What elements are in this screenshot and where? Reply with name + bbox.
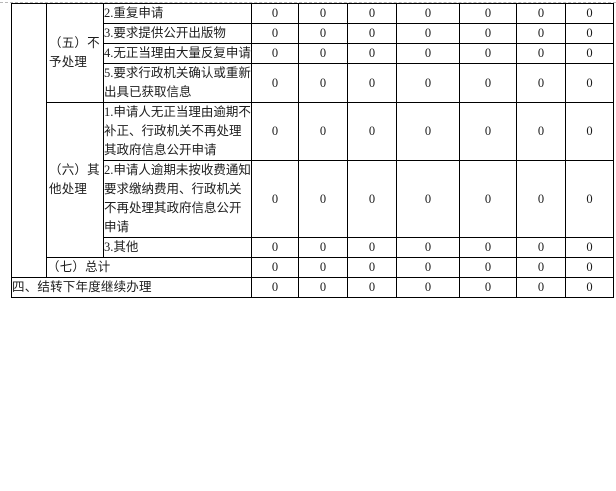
cell-value: 0 <box>251 160 299 238</box>
cell-value: 0 <box>565 277 614 298</box>
cell-value: 0 <box>516 160 566 238</box>
cell-value: 0 <box>565 3 614 24</box>
cell-value: 0 <box>516 3 566 24</box>
outer-spacer-cell <box>11 3 47 278</box>
cell-value: 0 <box>251 63 299 103</box>
cell-value: 0 <box>396 237 460 258</box>
item-label: 5.要求行政机关确认或重新出具已获取信息 <box>103 63 252 103</box>
table-row-section: 四、结转下年度继续办理 0 0 0 0 0 0 0 <box>11 277 614 298</box>
table-row: （六）其他处理 1.申请人无正当理由逾期不补正、行政机关不再处理其政府信息公开申… <box>12 102 614 258</box>
cell-value: 0 <box>459 160 517 238</box>
cell-value: 0 <box>459 277 517 298</box>
item-label: 4.无正当理由大量反复申请 <box>103 43 252 64</box>
cell-value: 0 <box>251 237 299 258</box>
cell-value: 0 <box>347 257 397 278</box>
cell-value: 0 <box>298 277 348 298</box>
cell-value: 0 <box>251 23 299 44</box>
cell-value: 0 <box>459 23 517 44</box>
cell-value: 0 <box>347 43 397 64</box>
cell-value: 0 <box>347 23 397 44</box>
cell-value: 0 <box>298 237 348 258</box>
cell-value: 0 <box>251 277 299 298</box>
cell-value: 0 <box>516 237 566 258</box>
total-row-label: （七）总计 <box>46 257 252 278</box>
cell-value: 0 <box>347 102 397 161</box>
section-row-label: 四、结转下年度继续办理 <box>11 277 252 298</box>
cell-value: 0 <box>516 257 566 278</box>
item-label: 2.重复申请 <box>103 3 252 24</box>
table-row: 2.申请人逾期未按收费通知要求缴纳费用、行政机关不再处理其政府信息公开申请 0 … <box>12 160 614 238</box>
group-label-text: （五）不予处理 <box>49 36 100 69</box>
cell-value: 0 <box>565 23 614 44</box>
cell-value: 0 <box>459 237 517 258</box>
cell-value: 0 <box>565 257 614 278</box>
cell-value: 0 <box>459 3 517 24</box>
cell-value: 0 <box>347 277 397 298</box>
cell-value: 0 <box>396 160 460 238</box>
table-row-total: （七）总计 0 0 0 0 0 0 0 <box>12 257 614 278</box>
group-label-text: （六）其他处理 <box>49 163 100 196</box>
cell-value: 0 <box>459 43 517 64</box>
cell-value: 0 <box>396 277 460 298</box>
cell-value: 0 <box>298 3 348 24</box>
cell-value: 0 <box>565 43 614 64</box>
cell-value: 0 <box>516 23 566 44</box>
cell-value: 0 <box>565 102 614 161</box>
disclosure-statistics-table: （五）不予处理 2.重复申请 0 0 0 0 0 0 0 3.要求提供公开出版物… <box>11 3 614 298</box>
cell-value: 0 <box>396 23 460 44</box>
cell-value: 0 <box>565 237 614 258</box>
cell-value: 0 <box>516 102 566 161</box>
cell-value: 0 <box>298 63 348 103</box>
item-label: 1.申请人无正当理由逾期不补正、行政机关不再处理其政府信息公开申请 <box>103 102 252 161</box>
cell-value: 0 <box>298 43 348 64</box>
item-label: 2.申请人逾期未按收费通知要求缴纳费用、行政机关不再处理其政府信息公开申请 <box>103 160 252 238</box>
cell-value: 0 <box>396 102 460 161</box>
cell-value: 0 <box>396 3 460 24</box>
item-label: 3.要求提供公开出版物 <box>103 23 252 44</box>
item-label: 3.其他 <box>103 237 252 258</box>
cell-value: 0 <box>251 257 299 278</box>
group-label-wuyu-chuli: （五）不予处理 <box>46 3 104 103</box>
cell-value: 0 <box>516 277 566 298</box>
cell-value: 0 <box>516 63 566 103</box>
cell-value: 0 <box>565 160 614 238</box>
cell-value: 0 <box>251 102 299 161</box>
cell-value: 0 <box>347 3 397 24</box>
cell-value: 0 <box>459 102 517 161</box>
cell-value: 0 <box>565 63 614 103</box>
cell-value: 0 <box>459 63 517 103</box>
cell-value: 0 <box>459 257 517 278</box>
cell-value: 0 <box>298 23 348 44</box>
cell-value: 0 <box>251 3 299 24</box>
cell-value: 0 <box>298 257 348 278</box>
cell-value: 0 <box>396 43 460 64</box>
cell-value: 0 <box>516 43 566 64</box>
cell-value: 0 <box>298 102 348 161</box>
cell-value: 0 <box>251 43 299 64</box>
page-break-divider <box>0 2 616 3</box>
group-label-qita-chuli: （六）其他处理 <box>46 102 104 258</box>
cell-value: 0 <box>347 160 397 238</box>
table-row: （五）不予处理 2.重复申请 0 0 0 0 0 0 0 <box>11 3 614 278</box>
cell-value: 0 <box>347 237 397 258</box>
cell-value: 0 <box>347 63 397 103</box>
cell-value: 0 <box>396 63 460 103</box>
cell-value: 0 <box>396 257 460 278</box>
table-row: 3.其他 0 0 0 0 0 0 0 <box>12 237 614 258</box>
cell-value: 0 <box>298 160 348 238</box>
